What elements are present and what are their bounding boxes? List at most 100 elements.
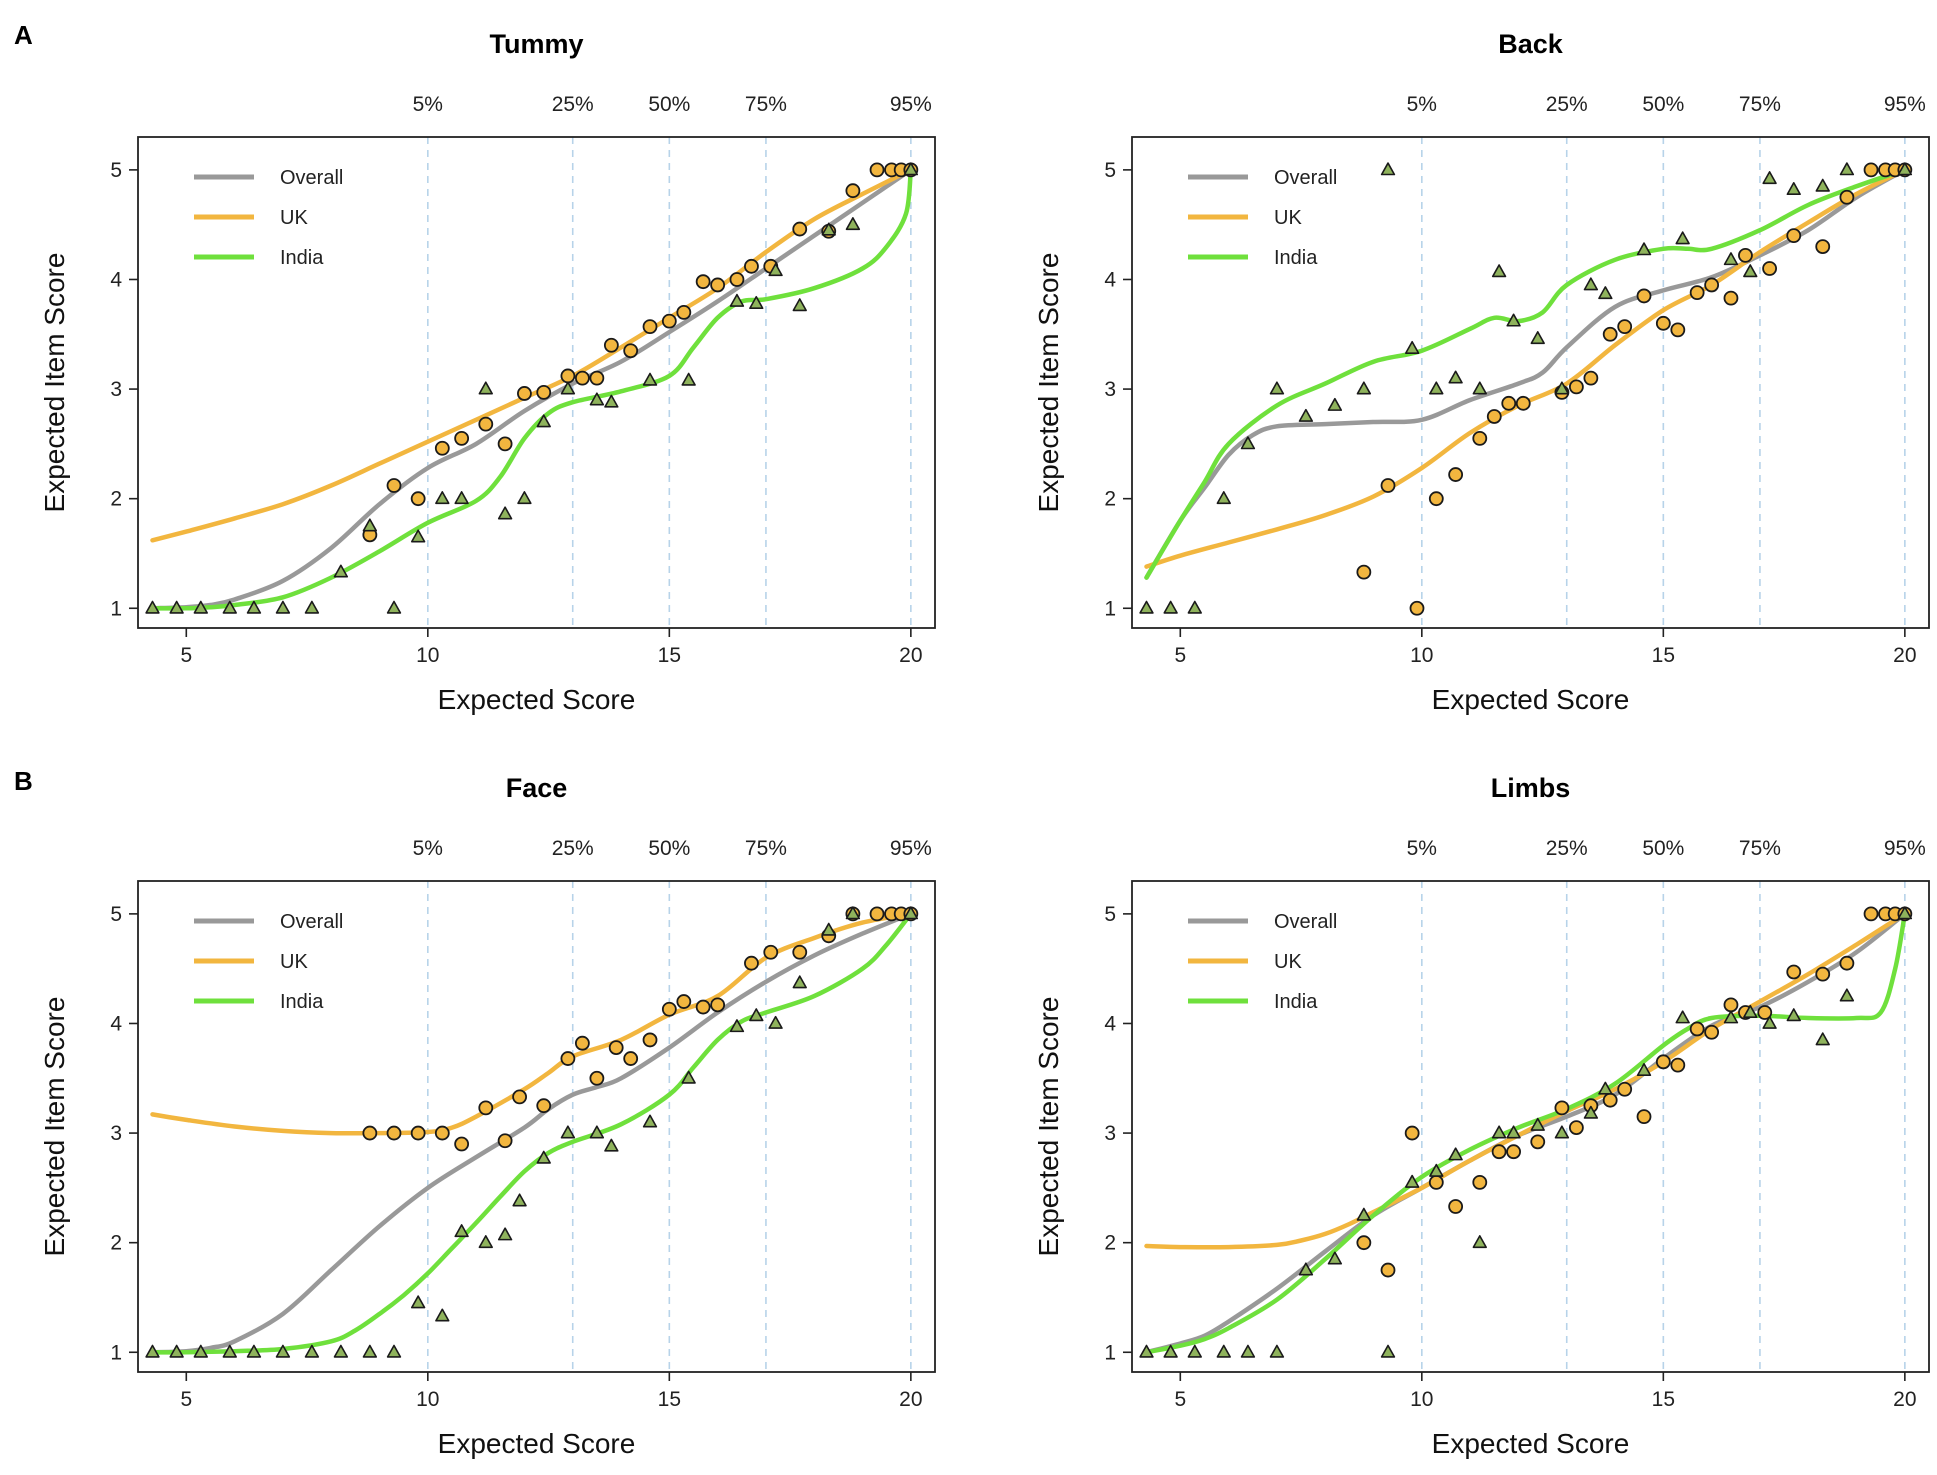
uk-point xyxy=(642,319,658,335)
y-tick-label: 1 xyxy=(1104,597,1116,620)
percentile-label: 25% xyxy=(1546,837,1588,860)
india-point xyxy=(169,600,184,614)
plot-frame xyxy=(137,136,936,629)
y-tick-label: 4 xyxy=(1104,1012,1116,1035)
x-tick-label: 20 xyxy=(899,1388,922,1411)
uk-point xyxy=(1448,1199,1464,1214)
uk-point xyxy=(744,955,759,971)
india-point xyxy=(1530,331,1545,345)
india-point xyxy=(275,600,291,614)
india-point xyxy=(222,1344,237,1358)
uk-point xyxy=(1515,395,1531,411)
legend-label-uk: UK xyxy=(280,951,308,973)
percentile-label: 50% xyxy=(1642,93,1684,116)
india-point xyxy=(1380,1344,1396,1358)
uk-point xyxy=(729,272,745,287)
uk-point xyxy=(497,1133,513,1149)
chart-limbs: Limbs 5% 25% 50% 75% 95% 5 10 15 20 1 2 3 4 5 Expected … xyxy=(1033,773,1930,1459)
percentile-label: 95% xyxy=(1884,837,1926,860)
india-point xyxy=(222,600,237,614)
uk-point xyxy=(454,430,470,446)
india-point xyxy=(1240,1344,1256,1358)
uk-point xyxy=(869,906,885,922)
legend-label-overall: Overall xyxy=(280,911,343,933)
india-point xyxy=(560,381,576,395)
india-point xyxy=(729,1019,745,1033)
india-point xyxy=(536,1150,551,1164)
india-point xyxy=(1448,370,1463,384)
percentile-label: 5% xyxy=(413,837,443,860)
y-axis-label: Expected Item Score xyxy=(1033,997,1064,1257)
percentile-label: 25% xyxy=(552,93,594,116)
percentile-label: 75% xyxy=(745,93,787,116)
india-point xyxy=(792,298,807,312)
india-point xyxy=(193,1344,208,1358)
percentile-label: 50% xyxy=(648,93,690,116)
india-point xyxy=(1897,906,1913,920)
uk-point xyxy=(1409,600,1425,616)
uk-point xyxy=(1757,1005,1773,1020)
uk-point xyxy=(1723,997,1739,1013)
india-point xyxy=(1723,252,1739,266)
percentile-label: 5% xyxy=(413,93,443,116)
india-point xyxy=(1598,286,1613,300)
y-tick-label: 2 xyxy=(1104,1232,1116,1255)
legend-label-overall: Overall xyxy=(280,167,343,189)
india-point xyxy=(246,600,262,614)
series-line-india xyxy=(150,167,914,611)
india-point xyxy=(169,1344,184,1358)
percentile-label: 95% xyxy=(890,837,932,860)
chart-title: Face xyxy=(506,773,568,803)
uk-point xyxy=(386,478,402,493)
india-point xyxy=(410,1295,426,1309)
india-point xyxy=(512,1193,527,1207)
uk-point xyxy=(1636,1109,1652,1125)
india-point xyxy=(435,1308,450,1322)
legend-label-uk: UK xyxy=(1274,207,1302,229)
uk-point xyxy=(454,1136,470,1152)
uk-point xyxy=(1380,1262,1396,1278)
india-point xyxy=(903,906,919,920)
india-point xyxy=(1839,162,1855,176)
india-point xyxy=(1554,381,1570,395)
india-point xyxy=(275,1344,291,1358)
x-tick-label: 10 xyxy=(1410,644,1433,667)
uk-point xyxy=(1815,239,1831,254)
y-tick-label: 2 xyxy=(110,1232,122,1255)
india-point xyxy=(604,1138,619,1152)
y-tick-label: 3 xyxy=(110,1122,122,1145)
x-axis-label: Expected Score xyxy=(1432,684,1630,715)
x-tick-label: 15 xyxy=(658,644,681,667)
uk-point xyxy=(517,386,532,401)
india-point xyxy=(1327,397,1343,411)
india-point xyxy=(1380,162,1396,176)
uk-point xyxy=(676,304,692,320)
india-point xyxy=(478,1235,493,1249)
y-tick-label: 2 xyxy=(1104,488,1116,511)
india-point xyxy=(1897,162,1913,176)
uk-point xyxy=(536,1098,552,1114)
india-point xyxy=(333,1344,349,1358)
y-tick-label: 3 xyxy=(110,378,122,401)
uk-point xyxy=(1568,379,1584,395)
x-tick-label: 15 xyxy=(1652,644,1675,667)
x-tick-label: 5 xyxy=(180,644,192,667)
india-point xyxy=(333,564,349,578)
uk-point xyxy=(1689,285,1705,301)
uk-point xyxy=(642,1032,658,1048)
india-point xyxy=(792,975,807,989)
india-point xyxy=(589,392,605,406)
uk-point xyxy=(1738,247,1753,263)
india-point xyxy=(1139,600,1154,614)
uk-point xyxy=(1602,1092,1618,1108)
india-point xyxy=(1216,1344,1231,1358)
uk-point xyxy=(536,384,552,400)
uk-point xyxy=(1506,1144,1521,1160)
india-point xyxy=(1506,313,1521,327)
chart-tummy: Tummy 5% 25% 50% 75% 95% 5 10 15 20 1 2 3 4 5 Expected … xyxy=(39,29,936,715)
uk-point xyxy=(589,370,605,386)
uk-point xyxy=(661,1001,677,1017)
uk-point xyxy=(1670,322,1686,338)
chart-title: Limbs xyxy=(1491,773,1571,803)
